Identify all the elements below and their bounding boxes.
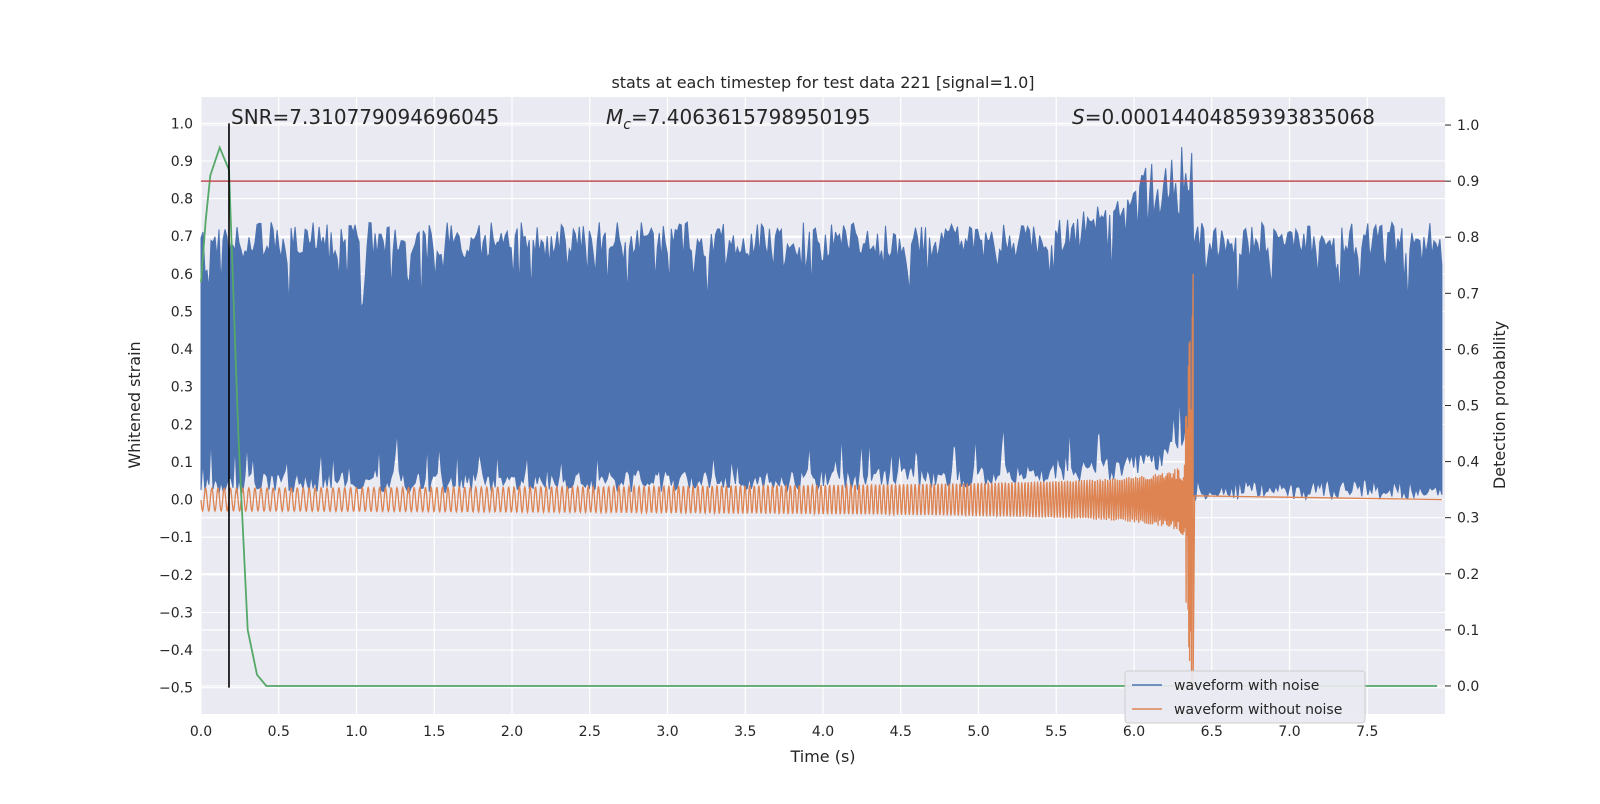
series-waveform-without-noise xyxy=(200,273,1442,688)
x-tick-label-12: 6.0 xyxy=(1123,724,1145,740)
y-tick-label-left-10: 0.0 xyxy=(171,493,193,509)
x-tick-label-3: 1.5 xyxy=(423,724,445,740)
overlays xyxy=(201,123,1445,688)
x-tick-labels: 0.0 0.5 1.0 1.5 2.0 2.5 3.0 3.5 4.0 4.5 5.0 5.5 6.0 6… xyxy=(190,724,1379,740)
legend-box xyxy=(1124,670,1366,724)
x-tick-label-15: 7.5 xyxy=(1356,724,1378,740)
x-axis-label: Time (s) xyxy=(789,747,855,766)
y-tick-label-right-2: 0.8 xyxy=(1457,230,1479,246)
x-tick-label-1: 0.5 xyxy=(268,724,290,740)
y-tick-label-left-0: 1.0 xyxy=(171,116,193,132)
x-tick-label-8: 4.0 xyxy=(812,724,834,740)
waveform-with-noise-line xyxy=(200,146,1443,502)
y-tick-label-right-10: 0.0 xyxy=(1457,679,1479,695)
y-tick-labels-right: 1.0 0.9 0.8 0.7 0.6 0.5 0.4 0.3 0.2 0.1 0.0 xyxy=(1445,118,1479,695)
legend-label-waveform-without-noise: waveform without noise xyxy=(1174,702,1342,718)
y-tick-labels-left: 1.0 0.9 0.8 0.7 0.6 0.5 0.4 0.3 0.2 0.1 0.0 −0.1 −0.… xyxy=(159,116,193,696)
x-tick-label-6: 3.0 xyxy=(656,724,678,740)
x-tick-label-5: 2.5 xyxy=(579,724,601,740)
y-tick-label-left-1: 0.9 xyxy=(171,154,193,170)
legend: waveform with noise waveform without noi… xyxy=(1124,670,1366,724)
y-tick-label-right-3: 0.7 xyxy=(1457,286,1479,302)
x-tick-label-10: 5.0 xyxy=(967,724,989,740)
x-tick-label-0: 0.0 xyxy=(190,724,212,740)
detection-probability-line xyxy=(200,144,1438,687)
y-tick-label-left-2: 0.8 xyxy=(171,192,193,208)
x-tick-label-14: 7.0 xyxy=(1278,724,1300,740)
chart-title: stats at each timestep for test data 221… xyxy=(611,73,1034,92)
x-tick-label-11: 5.5 xyxy=(1045,724,1067,740)
annotation-snr: SNR=7.310779094696045 xyxy=(231,105,499,129)
y-tick-label-left-4: 0.6 xyxy=(171,267,193,283)
mc-subscript: c xyxy=(623,117,631,133)
mc-value: =7.4063615798950195 xyxy=(631,105,870,129)
y-tick-label-left-3: 0.7 xyxy=(171,229,193,245)
y-tick-label-right-6: 0.4 xyxy=(1457,455,1479,471)
y-tick-label-left-5: 0.5 xyxy=(171,304,193,320)
y-tick-label-left-11: −0.1 xyxy=(159,530,193,546)
x-tick-label-13: 6.5 xyxy=(1201,724,1223,740)
annotation-s: S=0.00014404859393835068 xyxy=(1072,105,1375,129)
y-tick-label-left-12: −0.2 xyxy=(159,568,193,584)
annotation-chirp-mass: Mc=7.4063615798950195 xyxy=(606,105,870,133)
y-tick-label-left-9: 0.1 xyxy=(171,455,193,471)
y-tick-label-right-0: 1.0 xyxy=(1457,118,1479,134)
y-tick-label-left-7: 0.3 xyxy=(171,380,193,396)
y-tick-label-left-13: −0.3 xyxy=(159,605,193,621)
y-tick-label-right-8: 0.2 xyxy=(1457,567,1479,583)
y-tick-label-left-14: −0.4 xyxy=(159,643,193,659)
series-waveform-with-noise xyxy=(200,146,1443,502)
x-tick-label-7: 3.5 xyxy=(734,724,756,740)
legend-label-waveform-with-noise: waveform with noise xyxy=(1174,678,1319,694)
y-tick-label-right-4: 0.6 xyxy=(1457,342,1479,358)
y-tick-label-left-8: 0.2 xyxy=(171,417,193,433)
waveform-without-noise-line xyxy=(200,273,1442,688)
mc-symbol: M xyxy=(606,105,623,129)
x-tick-label-4: 2.0 xyxy=(501,724,523,740)
y-tick-label-left-15: −0.5 xyxy=(159,681,193,697)
y-tick-label-right-9: 0.1 xyxy=(1457,623,1479,639)
series-detection-probability xyxy=(200,144,1438,687)
s-symbol: S xyxy=(1072,105,1085,129)
s-value: =0.00014404859393835068 xyxy=(1085,105,1375,129)
y-tick-label-left-6: 0.4 xyxy=(171,342,193,358)
y-axis-label-left: Whitened strain xyxy=(125,341,144,468)
y-tick-label-right-5: 0.5 xyxy=(1457,399,1479,415)
x-tick-label-9: 4.5 xyxy=(890,724,912,740)
y-tick-label-right-7: 0.3 xyxy=(1457,511,1479,527)
x-tick-label-2: 1.0 xyxy=(345,724,367,740)
y-tick-label-right-1: 0.9 xyxy=(1457,174,1479,190)
y-axis-label-right: Detection probability xyxy=(1490,321,1509,489)
